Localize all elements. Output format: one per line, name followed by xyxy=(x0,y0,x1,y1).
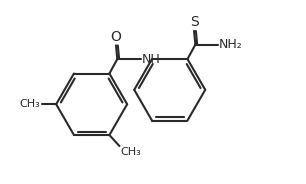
Text: NH: NH xyxy=(142,53,160,66)
Text: O: O xyxy=(110,30,121,44)
Text: S: S xyxy=(190,15,198,29)
Text: CH₃: CH₃ xyxy=(120,147,141,157)
Text: CH₃: CH₃ xyxy=(20,99,40,109)
Text: NH₂: NH₂ xyxy=(218,38,242,51)
